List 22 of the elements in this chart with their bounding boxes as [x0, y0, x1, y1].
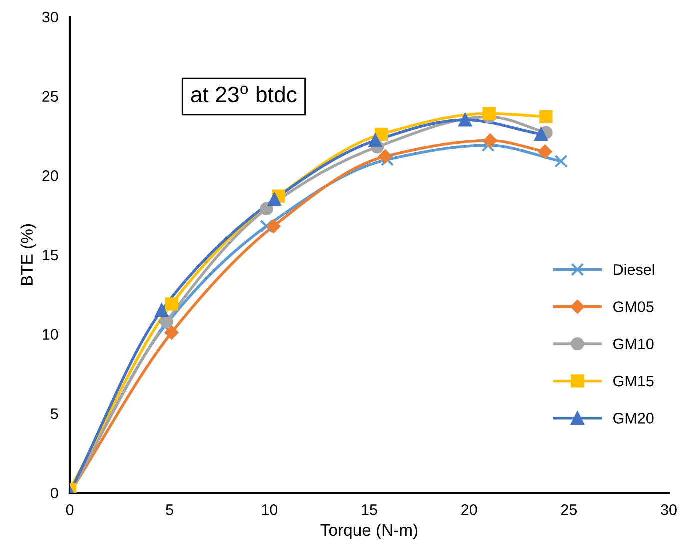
legend-label: GM20 [614, 413, 654, 424]
y-tick-label: 10 [43, 329, 58, 340]
x-tick-label: 15 [362, 504, 378, 516]
annotation: at 23$^{o}$ btdc [191, 86, 297, 103]
legend-label: Diesel [614, 264, 654, 276]
legend-label: GM05 [614, 302, 654, 312]
y-tick-label: 5 [51, 408, 58, 420]
x-tick-label: 10 [262, 504, 278, 516]
y-axis-title: BTE (%) [20, 224, 36, 286]
y-tick-label: 20 [42, 170, 58, 182]
x-tick-label: 5 [166, 504, 174, 516]
y-tick-label: 0 [50, 488, 58, 499]
legend-label: GM15 [614, 376, 654, 387]
x-tick-label: 20 [462, 504, 478, 516]
x-tick-label: 30 [661, 504, 677, 516]
y-tick-label: 25 [42, 91, 58, 102]
y-tick-label: 30 [42, 12, 58, 23]
y-tick-label: 15 [43, 250, 58, 261]
x-axis-title: Torque (N-m) [320, 524, 418, 540]
x-tick-label: 0 [66, 504, 74, 516]
legend-label: GM10 [614, 338, 654, 350]
x-tick-label: 25 [561, 504, 578, 516]
